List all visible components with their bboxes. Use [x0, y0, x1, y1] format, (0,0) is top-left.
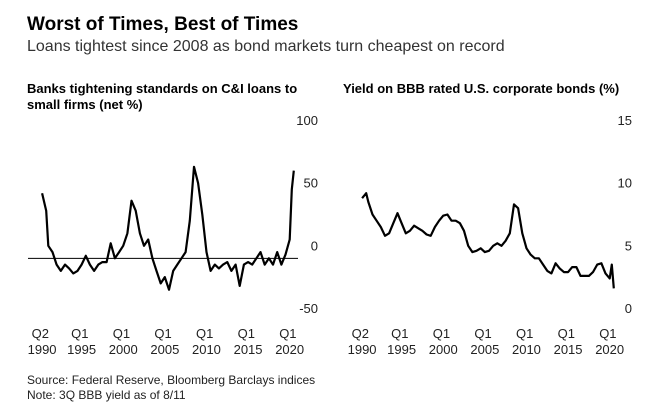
x-tick-label-line: 1995 [67, 342, 96, 357]
x-tick-label-line: 2020 [275, 342, 304, 357]
x-tick-label-line: Q1 [391, 326, 412, 341]
y-tick-label: 50 [304, 176, 318, 191]
x-tick-label: Q1 1995 [67, 326, 96, 357]
y-tick-label: 100 [296, 113, 318, 128]
subtitle: Loans tightest since 2008 as bond market… [27, 38, 505, 55]
y-tick-label: 10 [618, 176, 632, 191]
chart-title: Yield on BBB rated U.S. corporate bonds … [343, 81, 620, 96]
y-tick-label: -50 [299, 301, 318, 316]
y-tick-label: 5 [625, 238, 632, 253]
y-tick-label: 0 [625, 301, 632, 316]
x-tick-label-line: 2010 [512, 342, 541, 357]
x-tick-label-line: Q1 [433, 326, 454, 341]
x-tick-label-line: Q1 [279, 326, 300, 341]
x-tick-label: Q1 1995 [387, 326, 416, 357]
x-tick-label-line: Q1 [196, 326, 217, 341]
x-tick-label: Q1 2000 [109, 326, 138, 357]
line [361, 192, 615, 289]
x-tick-label-line: 2015 [554, 342, 583, 357]
x-tick-label-line: 1990 [348, 342, 377, 357]
x-tick-label-line: 2020 [595, 342, 624, 357]
x-tick-label-line: 1995 [387, 342, 416, 357]
x-tick-label-line: Q1 [113, 326, 134, 341]
title: Worst of Times, Best of Times [27, 14, 299, 35]
x-tick-label: Q1 2015 [234, 326, 263, 357]
chart-title: Banks tightening standards on C&I loans … [27, 81, 298, 112]
x-tick-label-line: Q2 [352, 326, 373, 341]
x-tick-label: Q1 2005 [470, 326, 499, 357]
x-tick-label-line: Q1 [154, 326, 175, 341]
x-tick-label-line: Q1 [516, 326, 537, 341]
x-tick-label-line: 2010 [192, 342, 221, 357]
x-tick-label: Q1 2010 [192, 326, 221, 357]
x-tick-label: Q1 2000 [429, 326, 458, 357]
x-tick-label-line: 2005 [470, 342, 499, 357]
y-tick-label: 0 [311, 238, 318, 253]
x-tick-label: Q1 2015 [554, 326, 583, 357]
x-tick-label: Q1 2010 [512, 326, 541, 357]
x-tick-label-line: Q1 [71, 326, 92, 341]
x-tick-label-line: Q2 [32, 326, 53, 341]
line [41, 165, 295, 291]
x-tick-label-line: 2015 [234, 342, 263, 357]
y-tick-label: 15 [618, 113, 632, 128]
x-tick-label-line: Q1 [599, 326, 620, 341]
x-tick-label-line: Q1 [238, 326, 259, 341]
x-tick-label: Q1 2005 [150, 326, 179, 357]
x-tick-label-line: Q1 [558, 326, 579, 341]
x-tick-label-line: 2000 [109, 342, 138, 357]
x-tick-label: Q1 2020 [275, 326, 304, 357]
x-tick-label-line: 2005 [150, 342, 179, 357]
x-tick-label: Q2 1990 [28, 326, 57, 357]
x-tick-label: Q2 1990 [348, 326, 377, 357]
note: Note: 3Q BBB yield as of 8/11 [27, 388, 186, 402]
source: Source: Federal Reserve, Bloomberg Barcl… [27, 373, 316, 387]
x-tick-label-line: Q1 [474, 326, 495, 341]
x-tick-label-line: 1990 [28, 342, 57, 357]
x-tick-label: Q1 2020 [595, 326, 624, 357]
x-tick-label-line: 2000 [429, 342, 458, 357]
